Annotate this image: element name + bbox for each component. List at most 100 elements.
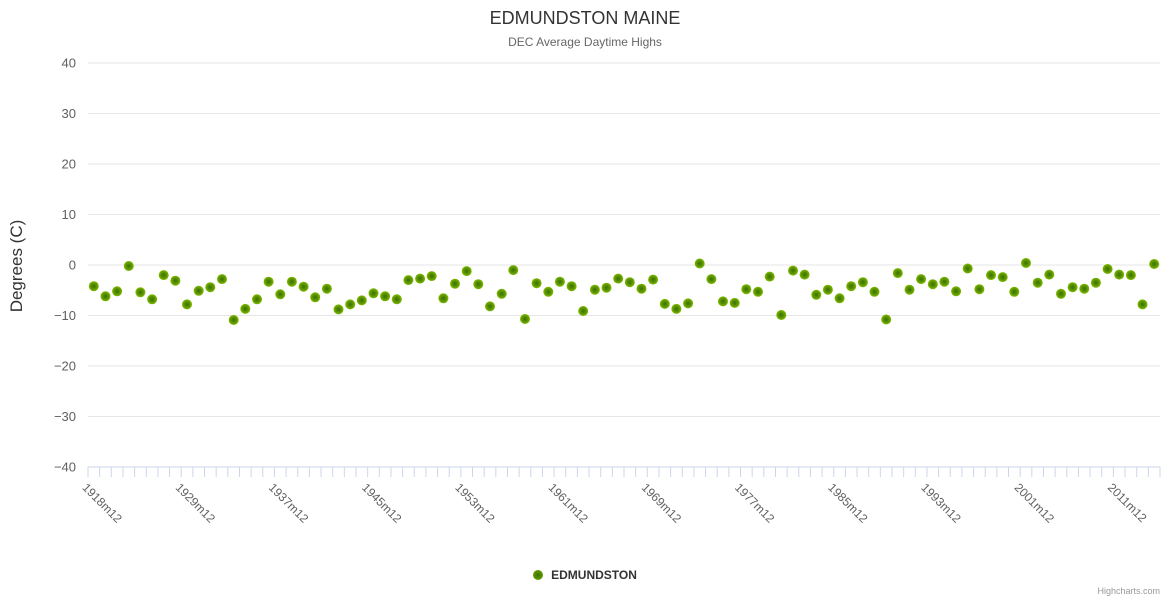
data-point[interactable] xyxy=(601,282,612,293)
data-point[interactable] xyxy=(822,284,833,295)
y-axis-label: 10 xyxy=(62,207,76,222)
data-point[interactable] xyxy=(951,286,962,297)
data-point[interactable] xyxy=(788,265,798,276)
data-point[interactable] xyxy=(1067,282,1078,293)
data-point[interactable] xyxy=(939,276,950,287)
credits-link[interactable]: Highcharts.com xyxy=(1097,586,1160,596)
y-axis-label: 0 xyxy=(69,258,76,273)
data-point[interactable] xyxy=(927,279,938,290)
data-point[interactable] xyxy=(461,266,472,277)
data-point[interactable] xyxy=(403,275,414,286)
data-point[interactable] xyxy=(543,286,554,297)
data-point[interactable] xyxy=(869,286,880,297)
data-point[interactable] xyxy=(566,281,577,292)
data-point[interactable] xyxy=(718,296,728,307)
data-point[interactable] xyxy=(1114,269,1125,280)
x-axis-label: 1985m12 xyxy=(825,480,871,526)
x-axis-label: 1977m12 xyxy=(732,480,778,526)
data-point[interactable] xyxy=(811,289,822,300)
data-point[interactable] xyxy=(496,288,507,299)
data-point[interactable] xyxy=(741,284,752,295)
data-point[interactable] xyxy=(473,279,484,290)
data-point[interactable] xyxy=(100,291,111,302)
data-point[interactable] xyxy=(1090,277,1101,288)
data-point[interactable] xyxy=(310,292,321,303)
data-point[interactable] xyxy=(892,268,903,279)
data-point[interactable] xyxy=(391,294,402,305)
data-point[interactable] xyxy=(380,291,391,302)
data-point[interactable] xyxy=(485,301,495,312)
data-point[interactable] xyxy=(438,293,449,304)
data-point[interactable] xyxy=(298,281,309,292)
data-point[interactable] xyxy=(1032,277,1043,288)
data-point[interactable] xyxy=(671,303,682,314)
data-point[interactable] xyxy=(589,284,600,295)
data-point[interactable] xyxy=(753,286,763,297)
data-point[interactable] xyxy=(415,273,426,284)
data-point[interactable] xyxy=(846,281,857,292)
data-point[interactable] xyxy=(88,281,99,292)
data-point[interactable] xyxy=(1149,259,1160,269)
data-point[interactable] xyxy=(834,293,845,304)
data-point[interactable] xyxy=(333,304,344,315)
data-point[interactable] xyxy=(648,274,659,285)
data-point[interactable] xyxy=(356,295,367,306)
data-point[interactable] xyxy=(1044,269,1055,280)
data-point[interactable] xyxy=(694,258,705,269)
data-point[interactable] xyxy=(997,272,1008,283)
data-point[interactable] xyxy=(706,274,717,285)
data-point[interactable] xyxy=(345,299,356,310)
legend-item-edmundston[interactable]: EDMUNDSTON xyxy=(0,568,1170,582)
data-point[interactable] xyxy=(974,284,985,295)
data-point[interactable] xyxy=(857,277,868,288)
data-point[interactable] xyxy=(205,282,216,293)
data-point[interactable] xyxy=(531,278,542,289)
data-point[interactable] xyxy=(776,310,787,320)
data-point[interactable] xyxy=(240,303,251,314)
data-point[interactable] xyxy=(764,271,775,282)
data-point[interactable] xyxy=(881,314,892,325)
data-point[interactable] xyxy=(904,284,915,295)
data-point[interactable] xyxy=(508,265,519,276)
data-point[interactable] xyxy=(158,270,169,281)
data-point[interactable] xyxy=(123,261,134,271)
data-point[interactable] xyxy=(554,276,565,287)
data-point[interactable] xyxy=(182,299,192,310)
data-point[interactable] xyxy=(683,298,694,309)
data-point[interactable] xyxy=(170,275,181,286)
data-point[interactable] xyxy=(636,283,647,294)
data-point[interactable] xyxy=(228,315,239,325)
data-point[interactable] xyxy=(1125,270,1136,281)
data-point[interactable] xyxy=(1021,258,1031,268)
data-point[interactable] xyxy=(1056,288,1066,299)
data-point[interactable] xyxy=(578,306,589,316)
data-point[interactable] xyxy=(252,294,262,305)
data-point[interactable] xyxy=(217,274,227,285)
data-point[interactable] xyxy=(1102,264,1113,274)
data-point[interactable] xyxy=(1079,283,1090,294)
data-point[interactable] xyxy=(962,263,973,274)
data-point[interactable] xyxy=(799,269,810,280)
data-point[interactable] xyxy=(1137,299,1148,310)
data-point[interactable] xyxy=(263,276,274,287)
data-point[interactable] xyxy=(624,277,635,288)
data-point[interactable] xyxy=(193,285,204,296)
data-point[interactable] xyxy=(450,278,460,289)
data-point[interactable] xyxy=(426,271,437,282)
data-point[interactable] xyxy=(729,297,740,308)
data-point[interactable] xyxy=(368,288,379,299)
data-point[interactable] xyxy=(659,298,670,309)
data-point[interactable] xyxy=(275,289,286,300)
data-point[interactable] xyxy=(112,286,123,297)
data-point[interactable] xyxy=(321,283,332,294)
data-point[interactable] xyxy=(520,314,530,324)
data-point[interactable] xyxy=(1009,286,1020,297)
data-point[interactable] xyxy=(286,276,297,287)
data-point[interactable] xyxy=(916,274,927,285)
data-point[interactable] xyxy=(613,273,624,284)
data-point[interactable] xyxy=(986,270,996,281)
data-point[interactable] xyxy=(135,287,146,298)
data-point[interactable] xyxy=(147,294,158,305)
